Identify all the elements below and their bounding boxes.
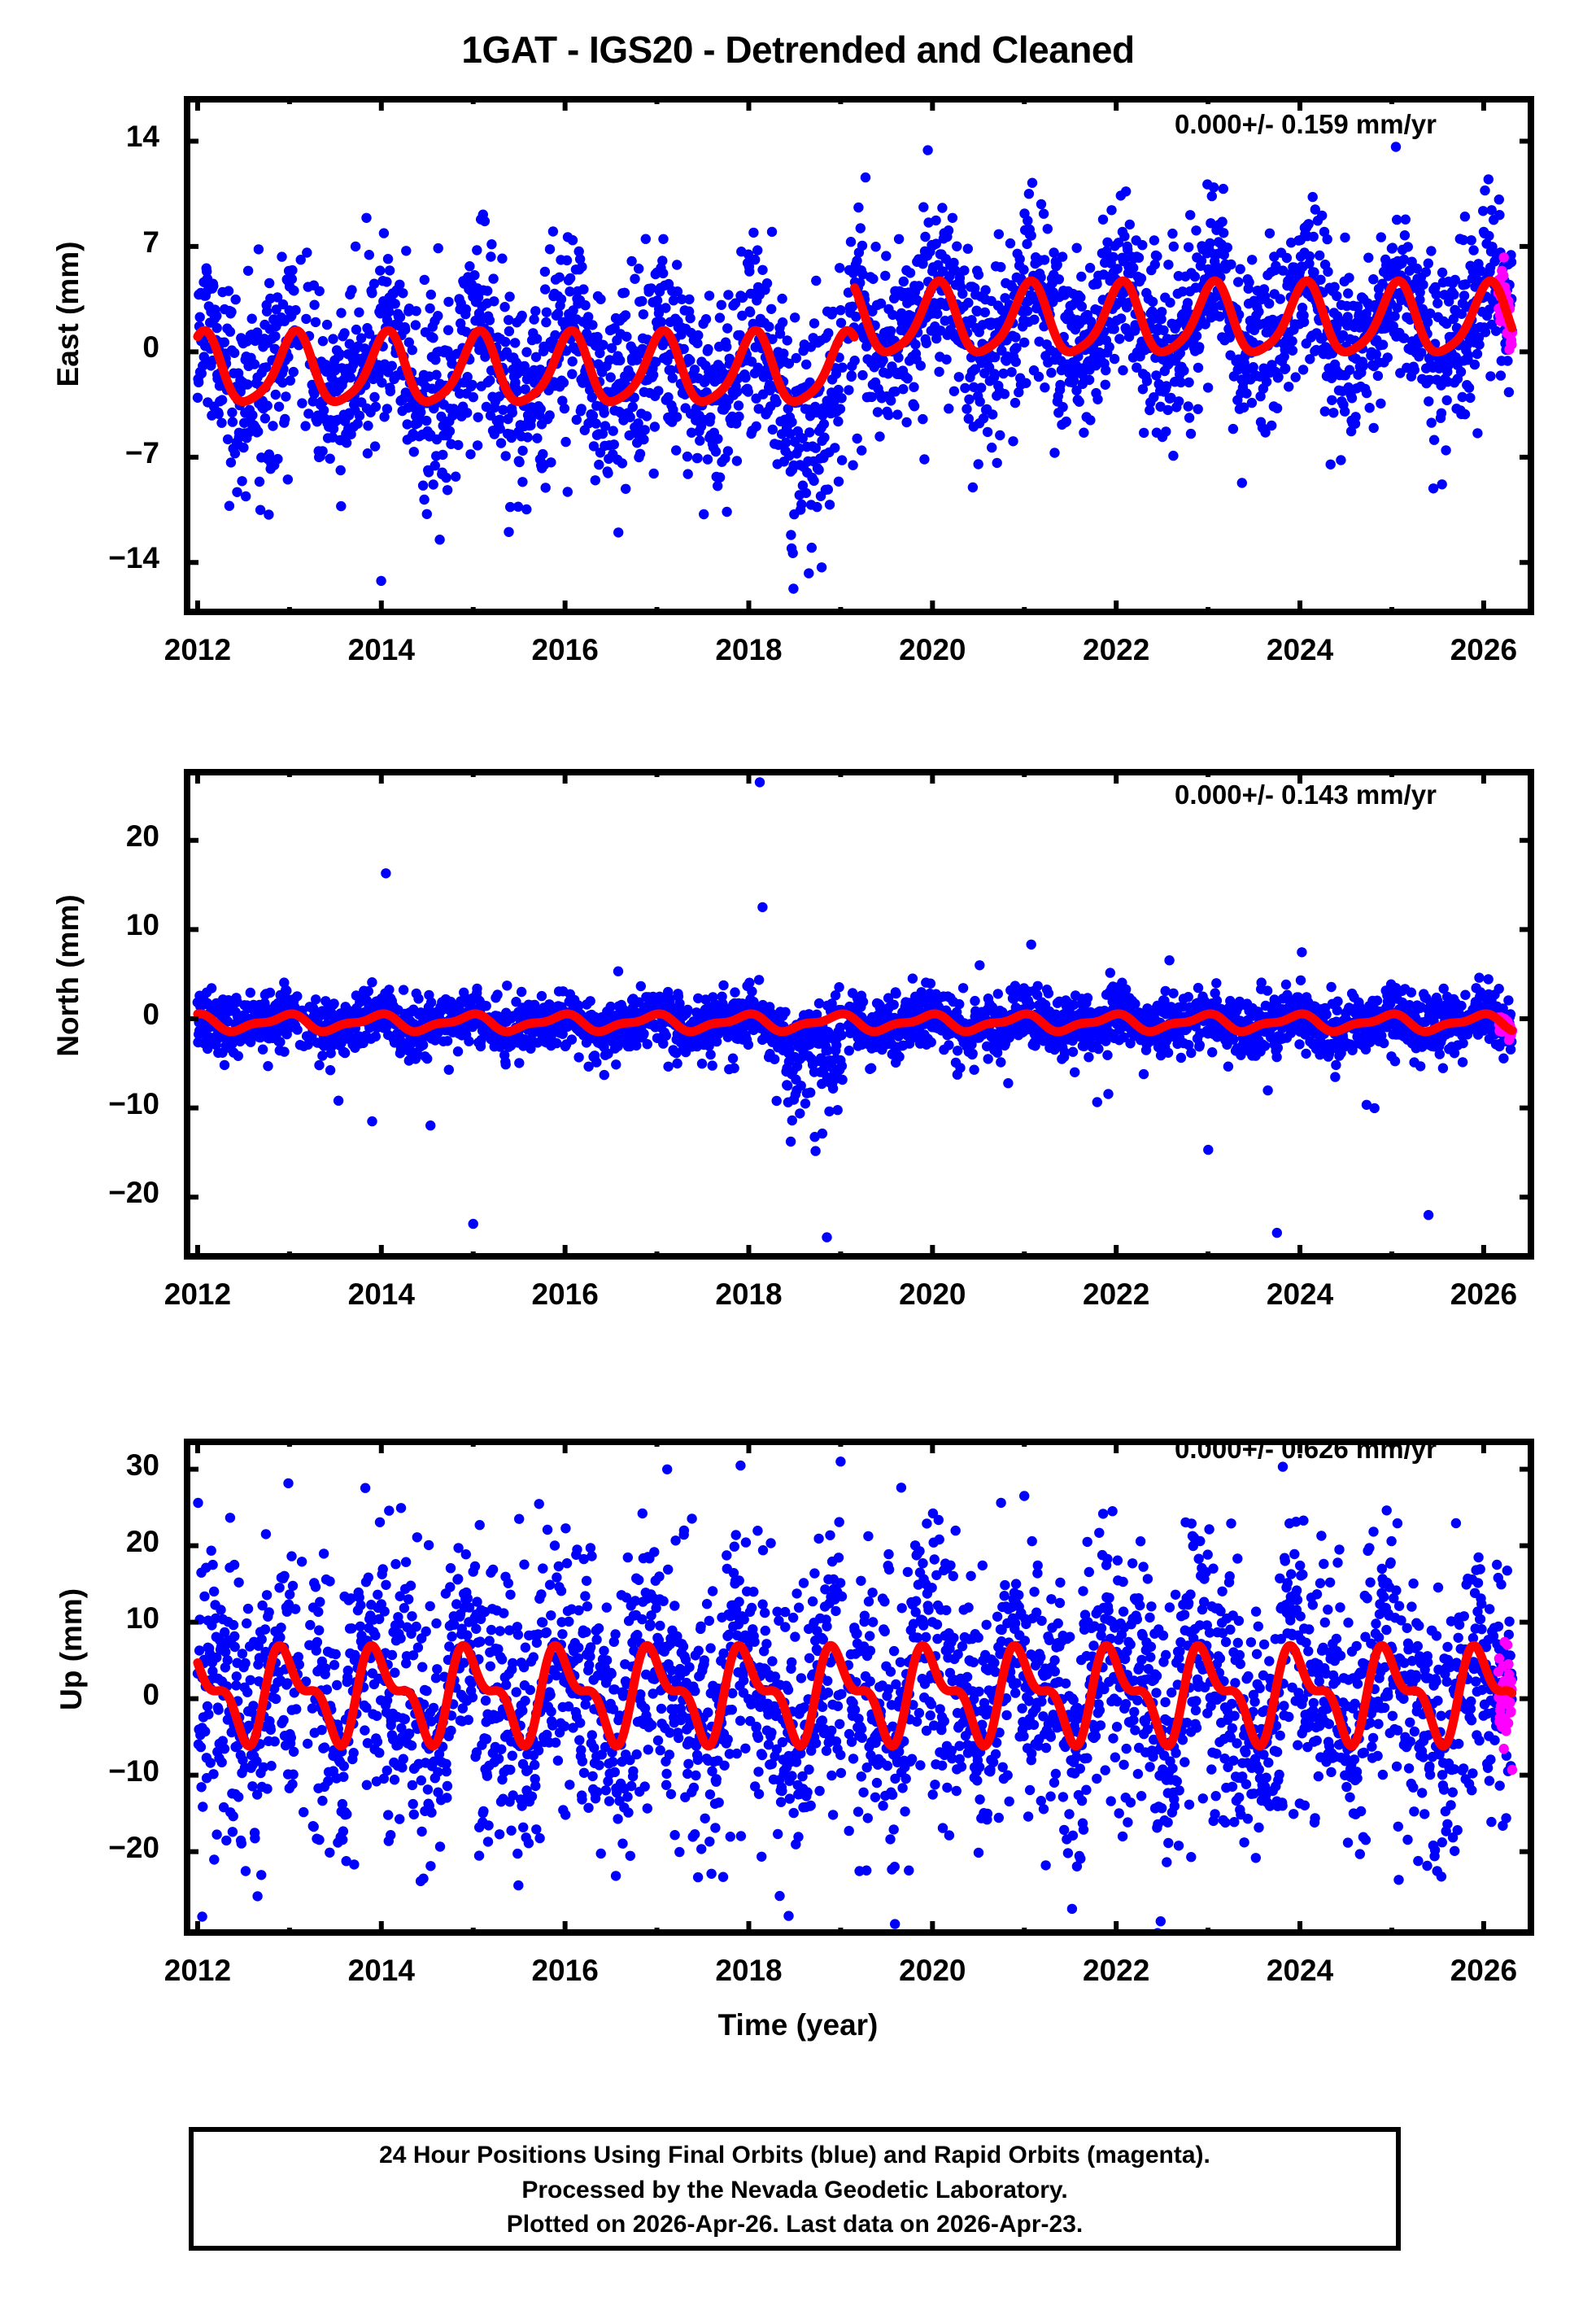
y-tick-label-north--10: −10 bbox=[108, 1086, 159, 1120]
x-tick-label-east-2024: 2024 bbox=[1266, 633, 1334, 666]
x-tick-label-east-2026: 2026 bbox=[1450, 633, 1518, 666]
scatter-layer-up bbox=[192, 1457, 1518, 1936]
x-tick-label-east-2012: 2012 bbox=[164, 633, 232, 666]
x-tick-label-up-2024: 2024 bbox=[1266, 1954, 1334, 1987]
plot-frame-north bbox=[184, 769, 1534, 1260]
panel-up-plot bbox=[184, 1439, 1534, 1936]
x-tick-label-up-2020: 2020 bbox=[899, 1954, 966, 1987]
caption-line-1: 24 Hour Positions Using Final Orbits (bl… bbox=[379, 2142, 1210, 2169]
x-ticks-east bbox=[194, 96, 1486, 615]
y-tick-label-up--10: −10 bbox=[108, 1754, 159, 1788]
x-tick-label-north-2022: 2022 bbox=[1083, 1277, 1150, 1311]
y-tick-label-east-7: 7 bbox=[142, 225, 159, 259]
x-axis-label: Time (year) bbox=[717, 2008, 879, 2042]
rate-annotation-north: 0.000+/- 0.143 mm/yr bbox=[1175, 780, 1437, 810]
caption-line-3: Plotted on 2026-Apr-26. Last data on 202… bbox=[506, 2211, 1084, 2238]
y-ticks-up bbox=[184, 1466, 1534, 1854]
x-tick-label-north-2014: 2014 bbox=[347, 1277, 415, 1311]
x-tick-label-up-2012: 2012 bbox=[164, 1954, 232, 1987]
model-curve-north bbox=[193, 1009, 1517, 1037]
model-curve-east bbox=[193, 325, 859, 407]
y-tick-label-east--7: −7 bbox=[124, 435, 159, 469]
y-tick-label-up-30: 30 bbox=[125, 1448, 159, 1482]
x-tick-label-up-2026: 2026 bbox=[1450, 1954, 1518, 1987]
y-axis-label-north: North (mm) bbox=[51, 894, 85, 1057]
y-tick-label-north-20: 20 bbox=[125, 819, 159, 853]
panel-north bbox=[184, 769, 1534, 1260]
rate-annotation-east: 0.000+/- 0.159 mm/yr bbox=[1175, 109, 1437, 139]
x-tick-label-east-2020: 2020 bbox=[899, 633, 966, 666]
y-tick-label-up-0: 0 bbox=[142, 1677, 159, 1711]
x-tick-label-up-2016: 2016 bbox=[531, 1954, 599, 1987]
x-tick-label-north-2026: 2026 bbox=[1450, 1277, 1518, 1311]
y-tick-label-north--20: −20 bbox=[108, 1176, 159, 1210]
y-tick-label-up-20: 20 bbox=[125, 1524, 159, 1558]
panel-up bbox=[184, 1439, 1534, 1936]
x-tick-label-north-2020: 2020 bbox=[899, 1277, 966, 1311]
x-tick-label-up-2014: 2014 bbox=[347, 1954, 415, 1987]
y-tick-label-up-10: 10 bbox=[125, 1601, 159, 1635]
scatter-layer-north bbox=[192, 777, 1518, 1243]
x-tick-label-east-2014: 2014 bbox=[347, 633, 415, 666]
y-axis-label-up: Up (mm) bbox=[55, 1588, 88, 1711]
caption-line-2: Processed by the Nevada Geodetic Laborat… bbox=[521, 2176, 1068, 2203]
x-tick-label-east-2016: 2016 bbox=[531, 633, 599, 666]
x-ticks-up bbox=[194, 1439, 1486, 1936]
model-curve-east bbox=[849, 276, 1517, 357]
x-tick-label-north-2016: 2016 bbox=[531, 1277, 599, 1311]
panel-east-plot bbox=[184, 96, 1534, 615]
panel-east bbox=[184, 96, 1534, 615]
rate-annotation-up: 0.000+/- 0.626 mm/yr bbox=[1175, 1434, 1437, 1464]
y-tick-label-east--14: −14 bbox=[108, 541, 159, 575]
x-tick-label-north-2024: 2024 bbox=[1266, 1277, 1334, 1311]
y-tick-label-north-0: 0 bbox=[142, 997, 159, 1031]
y-ticks-east bbox=[184, 138, 1534, 566]
x-tick-label-north-2012: 2012 bbox=[164, 1277, 232, 1311]
y-tick-label-up--20: −20 bbox=[108, 1830, 159, 1864]
y-axis-label-east: East (mm) bbox=[51, 241, 85, 387]
y-tick-label-east-0: 0 bbox=[142, 330, 159, 365]
caption-box: 24 Hour Positions Using Final Orbits (bl… bbox=[189, 2127, 1401, 2251]
x-tick-label-north-2018: 2018 bbox=[715, 1277, 783, 1311]
scatter-layer-east bbox=[192, 142, 1518, 615]
plot-frame-east bbox=[184, 96, 1534, 615]
y-ticks-north bbox=[184, 837, 1534, 1200]
model-curve-up bbox=[193, 1640, 1517, 1751]
x-tick-label-east-2022: 2022 bbox=[1083, 633, 1150, 666]
x-tick-label-up-2022: 2022 bbox=[1083, 1954, 1150, 1987]
y-tick-label-east-14: 14 bbox=[125, 120, 159, 154]
y-tick-label-north-10: 10 bbox=[125, 908, 159, 942]
panel-north-plot bbox=[184, 769, 1534, 1260]
plot-frame-up bbox=[184, 1439, 1534, 1936]
page-title: 1GAT - IGS20 - Detrended and Cleaned bbox=[461, 28, 1135, 71]
x-tick-label-east-2018: 2018 bbox=[715, 633, 783, 666]
x-tick-label-up-2018: 2018 bbox=[715, 1954, 783, 1987]
x-ticks-north bbox=[194, 769, 1486, 1260]
